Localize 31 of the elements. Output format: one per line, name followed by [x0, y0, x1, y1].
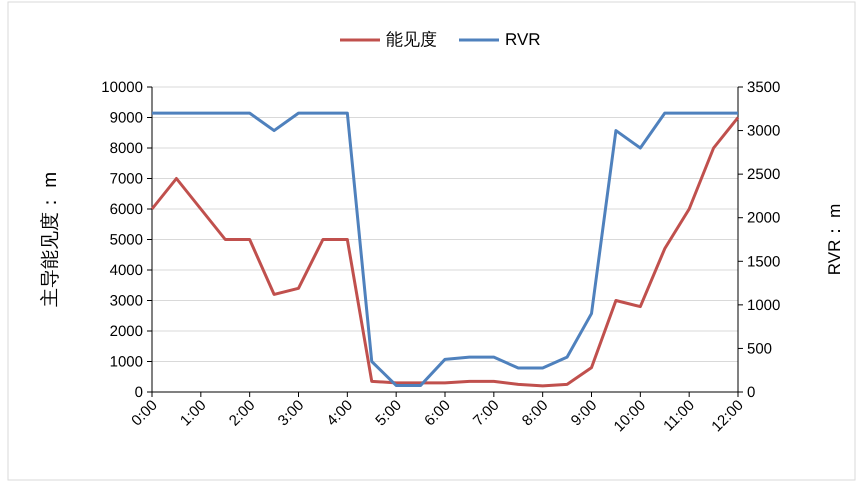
y-tick-label: 7000: [110, 170, 143, 188]
y-tick-label: 6000: [110, 201, 143, 218]
y2-axis-title: RVR： m: [825, 204, 844, 276]
y-tick-label: 2000: [110, 323, 143, 340]
x-tick-label: 1:00: [176, 396, 210, 430]
x-tick-label: 3:00: [274, 396, 308, 430]
legend-label: RVR: [505, 30, 541, 49]
y2-tick-label: 500: [747, 340, 772, 358]
x-tick-label: 5:00: [372, 396, 405, 430]
y-tick-label: 8000: [110, 140, 143, 157]
y2-tick-label: 1500: [747, 253, 780, 270]
x-tick-label: 2:00: [226, 396, 258, 430]
y2-tick-label: 3500: [747, 79, 780, 96]
y-tick-label: 5000: [110, 232, 143, 248]
x-tick-label: 8:00: [518, 396, 552, 430]
y-tick-label: 1000: [110, 354, 143, 370]
x-tick-label: 6:00: [421, 396, 454, 430]
legend-label: 能见度: [386, 30, 437, 49]
y2-tick-label: 2500: [747, 166, 780, 184]
y-tick-label: 9000: [110, 110, 143, 126]
y-axis-title: 主导能见度： m: [39, 172, 61, 308]
y2-tick-label: 3000: [747, 122, 780, 140]
x-tick-label: 9:00: [568, 396, 600, 430]
y2-tick-label: 2000: [747, 210, 780, 227]
y-tick-label: 4000: [110, 262, 143, 279]
y-tick-label: 3000: [110, 292, 143, 310]
x-tick-label: 4:00: [323, 396, 356, 430]
x-tick-label: 7:00: [470, 396, 503, 430]
y2-tick-label: 0: [747, 384, 756, 401]
y2-tick-label: 1000: [747, 296, 780, 314]
y-tick-label: 10000: [101, 79, 143, 96]
